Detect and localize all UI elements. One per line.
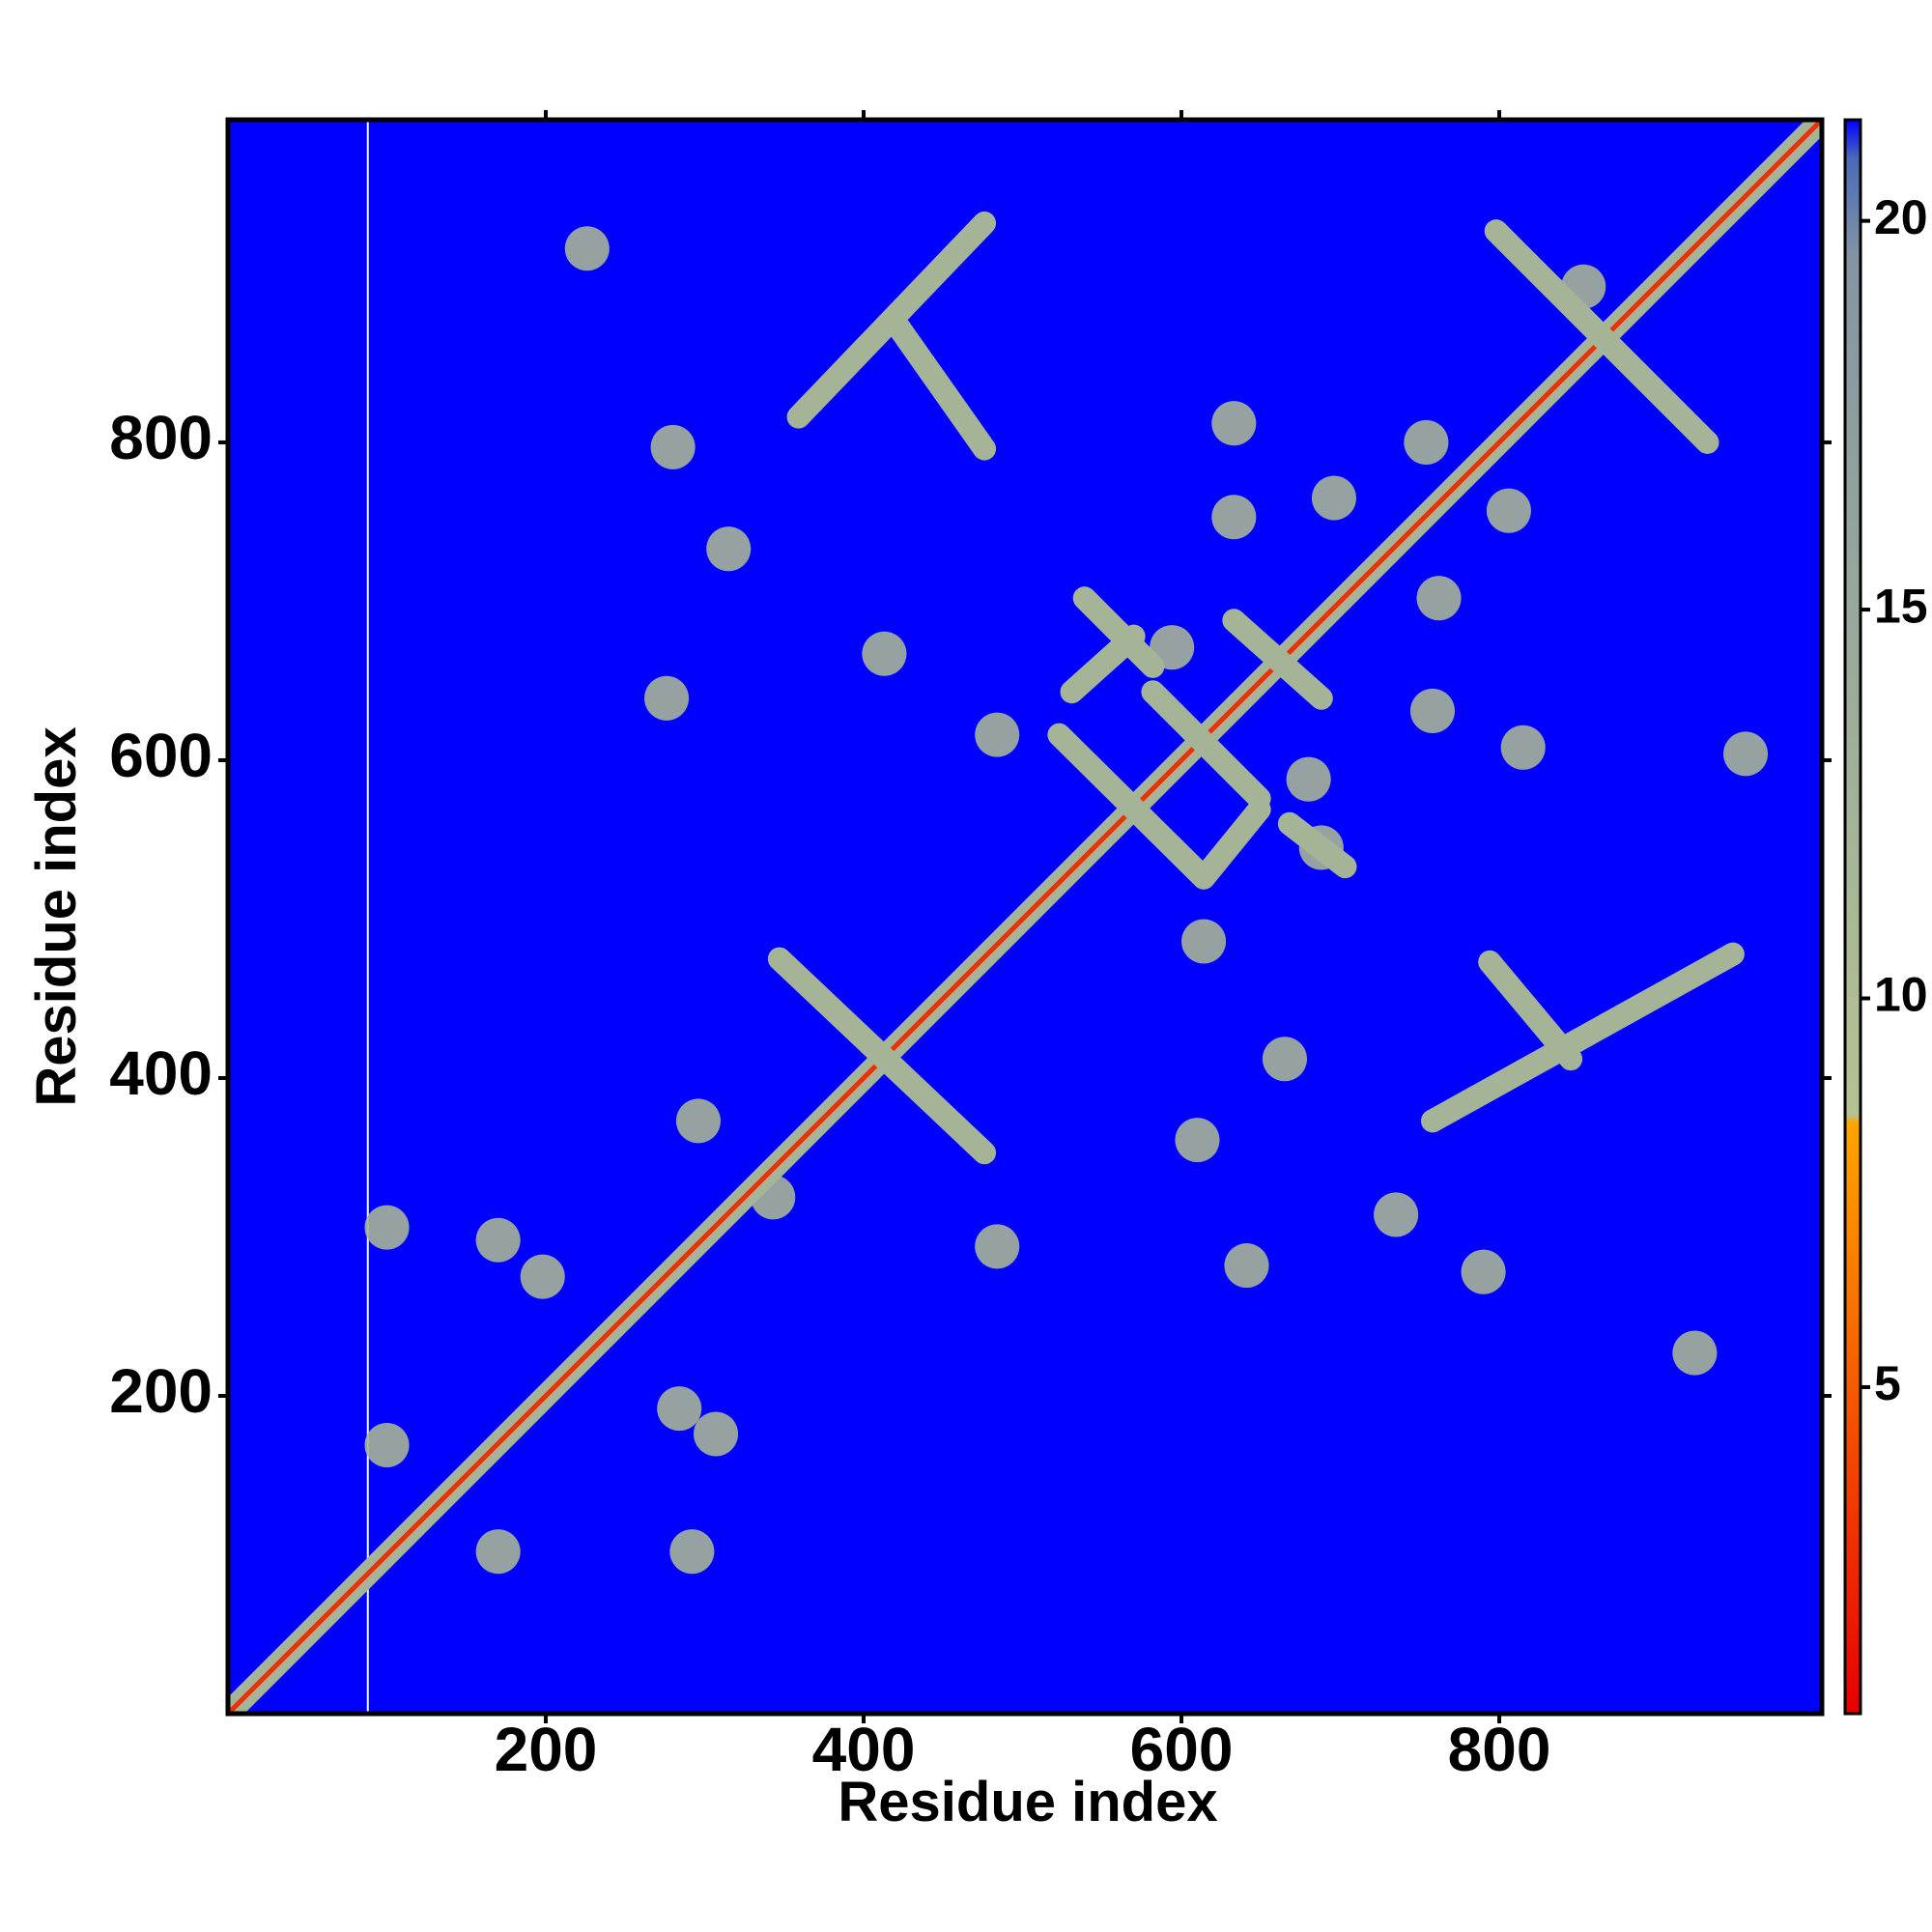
contact-segment (1060, 624, 1146, 704)
contact-patch (1262, 1037, 1307, 1082)
contact-patch (1286, 756, 1331, 802)
contact-patch (1181, 919, 1227, 964)
contact-patch (1311, 475, 1356, 521)
contact-patch (975, 1224, 1020, 1269)
contact-patch (706, 526, 752, 572)
contact-patch (364, 1205, 410, 1250)
y-tick-label: 800 (109, 403, 213, 472)
y-axis-title: Residue index (25, 726, 88, 1106)
colorbar-tick-label: 15 (1874, 579, 1928, 633)
contact-patch (475, 1529, 521, 1575)
contact-patch (644, 675, 690, 721)
contact-patch (1409, 688, 1455, 733)
contact-patch (1211, 401, 1257, 446)
x-tick-label: 400 (812, 1715, 916, 1784)
contact-patch (564, 226, 610, 271)
y-tick-label: 400 (109, 1038, 213, 1108)
contact-segment (1478, 950, 1583, 1071)
contact-patch (862, 631, 907, 676)
contact-segment (228, 120, 1822, 1714)
colorbar-tick-label: 20 (1874, 190, 1928, 244)
contact-segment (1222, 609, 1333, 710)
contact-segment (885, 313, 997, 461)
contact-patch (1500, 724, 1546, 770)
contact-patch (694, 1411, 739, 1457)
contact-patch (1175, 1118, 1220, 1163)
contact-patch (1374, 1192, 1419, 1237)
colorbar-tick-label: 10 (1874, 968, 1928, 1022)
plot-frame (225, 117, 1825, 1717)
contact-patch (669, 1529, 715, 1575)
contact-patch (1224, 1243, 1269, 1289)
contact-segment (1141, 680, 1271, 810)
contact-patch (1211, 495, 1257, 540)
contact-patch (975, 712, 1020, 757)
contact-patch (1486, 488, 1531, 533)
x-tick-label: 600 (1130, 1715, 1234, 1784)
contact-patch (1461, 1249, 1506, 1294)
contact-segment (1277, 811, 1357, 879)
plot-area (228, 120, 1822, 1714)
x-tick-label: 200 (495, 1715, 598, 1784)
contact-segment (1484, 219, 1719, 454)
contact-segment (1420, 942, 1745, 1133)
contact-patch (364, 1422, 410, 1468)
contact-patch (650, 424, 696, 469)
contact-patch (1723, 731, 1769, 777)
contact-patch (675, 1098, 721, 1144)
contact-segment (1192, 797, 1271, 890)
y-tick-label: 200 (109, 1356, 213, 1426)
y-tick-label: 600 (109, 721, 213, 790)
colorbar (1843, 118, 1862, 1716)
contact-patch (1404, 419, 1449, 465)
contact-segment (1047, 723, 1216, 890)
contact-patch (1416, 576, 1462, 621)
contact-patch (475, 1217, 521, 1263)
x-axis-title: Residue index (838, 1771, 1217, 1833)
contact-patch (657, 1386, 702, 1432)
x-tick-label: 800 (1448, 1715, 1551, 1784)
contact-patch (1672, 1330, 1718, 1376)
contact-segment (767, 947, 997, 1165)
contact-patch (520, 1254, 565, 1299)
colorbar-tick-label: 5 (1874, 1356, 1901, 1410)
contact-segment (1072, 586, 1165, 678)
